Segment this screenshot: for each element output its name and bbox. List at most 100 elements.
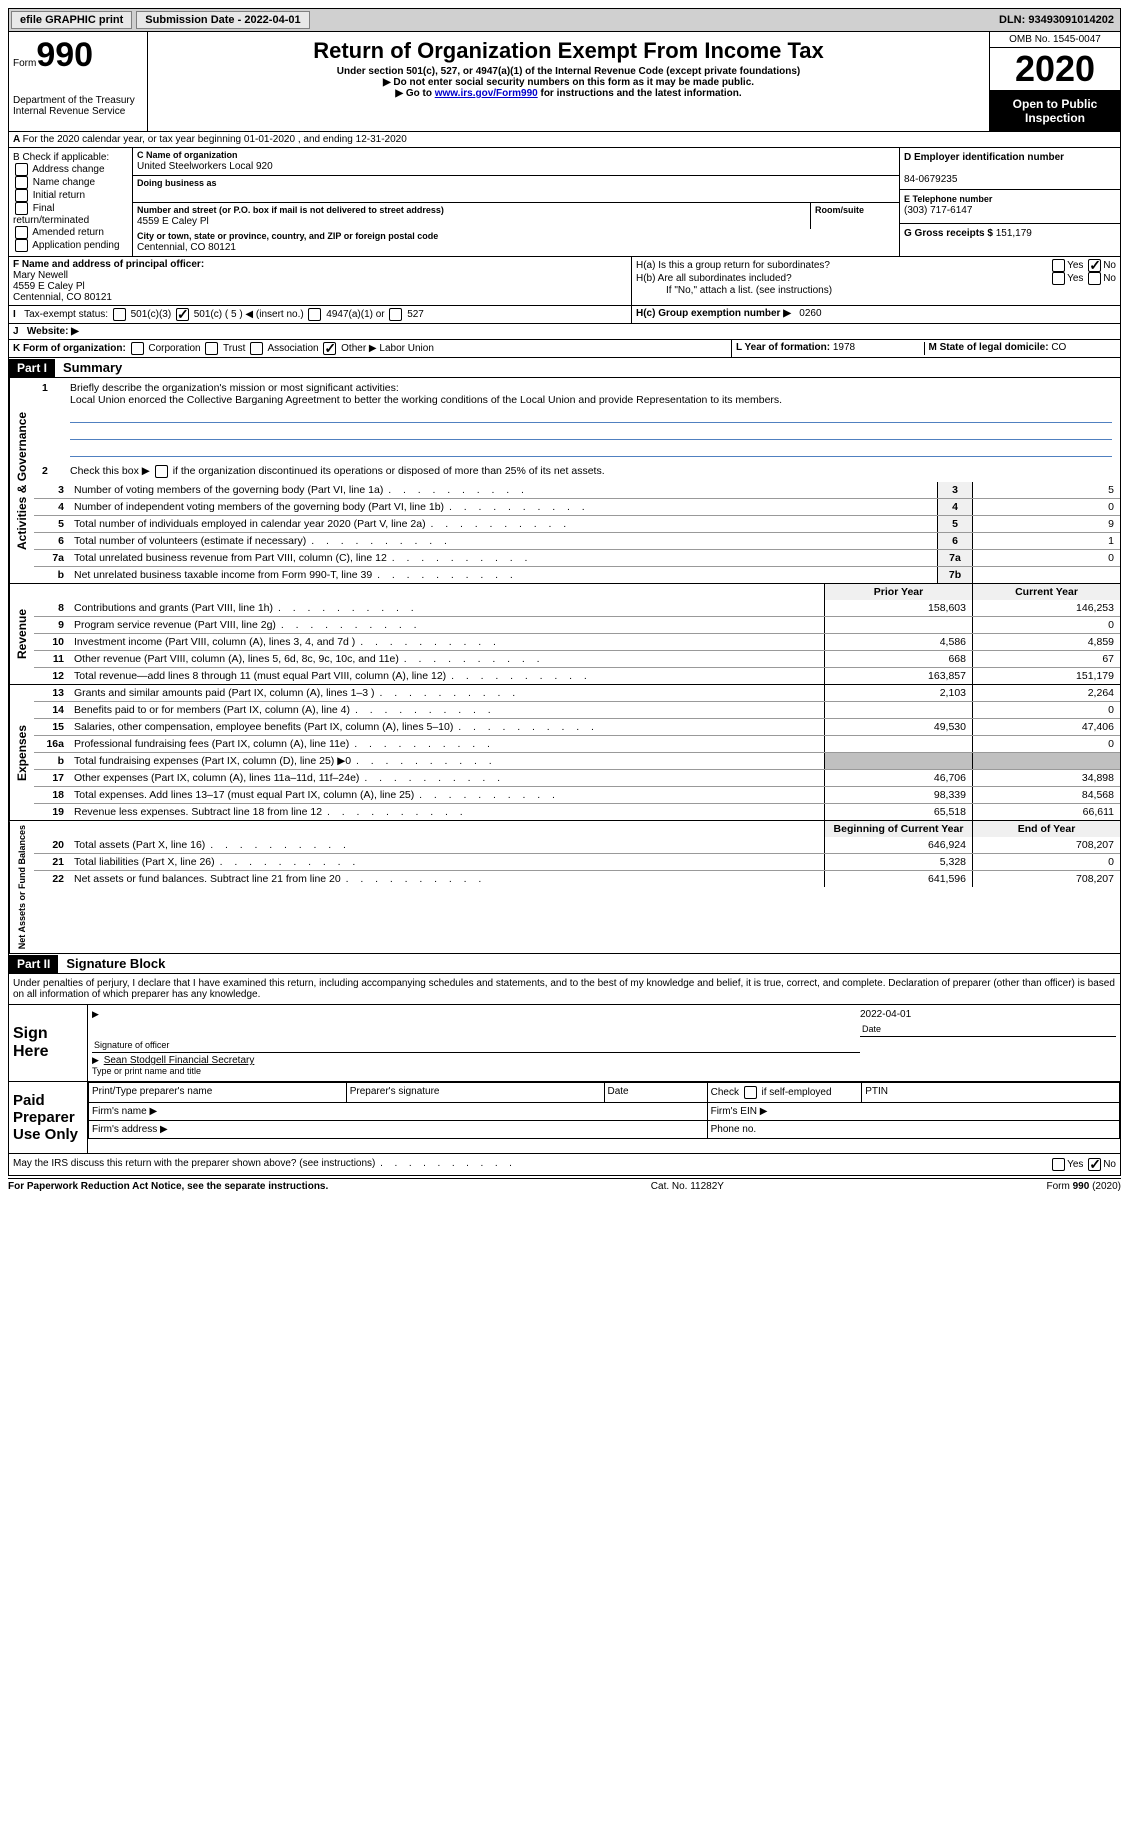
checkbox-hb-no[interactable] — [1088, 272, 1101, 285]
summary-line: 3 Number of voting members of the govern… — [34, 482, 1120, 498]
checkbox-501c3[interactable] — [113, 308, 126, 321]
website-label: Website: ▶ — [27, 326, 79, 337]
line-num: 20 — [34, 837, 70, 853]
current-year-value — [972, 753, 1120, 769]
tel-label: E Telephone number — [904, 194, 992, 204]
prior-year-value: 163,857 — [824, 668, 972, 684]
revenue-label: Revenue — [9, 584, 34, 684]
checkbox-other[interactable] — [323, 342, 336, 355]
form-footer: Form 990 (2020) — [1047, 1181, 1121, 1192]
line-num: 15 — [34, 719, 70, 735]
line-desc: Total expenses. Add lines 13–17 (must eq… — [70, 787, 824, 803]
summary-line: 20 Total assets (Part X, line 16) 646,92… — [34, 837, 1120, 853]
line-desc: Total liabilities (Part X, line 26) — [70, 854, 824, 870]
checkbox-501c[interactable] — [176, 308, 189, 321]
entity-info: B Check if applicable: Address change Na… — [8, 148, 1121, 257]
checkbox-address-change[interactable] — [15, 163, 28, 176]
dept-irs: Internal Revenue Service — [13, 106, 143, 117]
line1-label: Briefly describe the organization's miss… — [70, 382, 399, 394]
prior-year-value — [824, 702, 972, 718]
checkbox-pending[interactable] — [15, 239, 28, 252]
row-k: K Form of organization: Corporation Trus… — [8, 340, 1121, 358]
firm-ein-label: Firm's EIN ▶ — [707, 1103, 1119, 1121]
public-inspection: Open to Public Inspection — [990, 91, 1120, 131]
line-2: 2 Check this box ▶ if the organization d… — [34, 461, 1120, 482]
line-desc: Total unrelated business revenue from Pa… — [70, 550, 937, 566]
form990-link[interactable]: www.irs.gov/Form990 — [435, 88, 538, 99]
checkbox-527[interactable] — [389, 308, 402, 321]
subtitle-2: ▶ Do not enter social security numbers o… — [152, 77, 985, 88]
line-num: 19 — [34, 804, 70, 820]
checkbox-initial[interactable] — [15, 189, 28, 202]
sig-officer-label: Signature of officer — [94, 1040, 169, 1050]
col-b-checkboxes: B Check if applicable: Address change Na… — [9, 148, 133, 256]
line-desc: Total fundraising expenses (Part IX, col… — [70, 753, 824, 769]
summary-line: 7a Total unrelated business revenue from… — [34, 549, 1120, 566]
summary-line: 19 Revenue less expenses. Subtract line … — [34, 803, 1120, 820]
checkbox-amended[interactable] — [15, 226, 28, 239]
opt-trust: Trust — [223, 343, 245, 354]
line-desc: Salaries, other compensation, employee b… — [70, 719, 824, 735]
checkbox-discontinued[interactable] — [155, 465, 168, 478]
checkbox-name-change[interactable] — [15, 176, 28, 189]
summary-line: 16a Professional fundraising fees (Part … — [34, 735, 1120, 752]
line-desc: Number of voting members of the governin… — [70, 482, 937, 498]
goto-pre: ▶ Go to — [395, 88, 434, 99]
prior-year-value: 4,586 — [824, 634, 972, 650]
checkbox-assoc[interactable] — [250, 342, 263, 355]
summary-line: b Net unrelated business taxable income … — [34, 566, 1120, 583]
state-domicile: CO — [1051, 342, 1066, 353]
prep-name-label: Print/Type preparer's name — [89, 1083, 347, 1103]
checkbox-trust[interactable] — [205, 342, 218, 355]
opt-501c3: 501(c)(3) — [131, 309, 172, 320]
checkbox-4947[interactable] — [308, 308, 321, 321]
paperwork-notice: For Paperwork Reduction Act Notice, see … — [8, 1181, 328, 1192]
summary-line: 18 Total expenses. Add lines 13–17 (must… — [34, 786, 1120, 803]
city-label: City or town, state or province, country… — [137, 231, 438, 241]
checkbox-ha-yes[interactable] — [1052, 259, 1065, 272]
line-num: 4 — [34, 499, 70, 515]
prior-year-header: Prior Year — [824, 584, 972, 600]
form-label: Form — [13, 58, 36, 69]
dba-label: Doing business as — [137, 178, 217, 188]
checkbox-ha-no[interactable] — [1088, 259, 1101, 272]
signature-block: Under penalties of perjury, I declare th… — [8, 974, 1121, 1154]
checkbox-hb-yes[interactable] — [1052, 272, 1065, 285]
submission-date-box: Submission Date - 2022-04-01 — [136, 11, 309, 29]
prior-year-value: 5,328 — [824, 854, 972, 870]
sig-date-label: Date — [862, 1024, 881, 1034]
officer-label: F Name and address of principal officer: — [13, 259, 204, 270]
line-value: 0 — [972, 499, 1120, 515]
current-year-value: 0 — [972, 617, 1120, 633]
opt-other: Other ▶ — [341, 343, 376, 354]
current-year-value: 0 — [972, 702, 1120, 718]
line-num: 9 — [34, 617, 70, 633]
omb-number: OMB No. 1545-0047 — [990, 32, 1120, 48]
summary-line: 6 Total number of volunteers (estimate i… — [34, 532, 1120, 549]
checkbox-discuss-yes[interactable] — [1052, 1158, 1065, 1171]
opt-pending: Application pending — [32, 240, 119, 251]
efile-print-button[interactable]: efile GRAPHIC print — [11, 11, 132, 29]
line-num: 21 — [34, 854, 70, 870]
checkbox-final[interactable] — [15, 202, 28, 215]
prior-year-value — [824, 753, 972, 769]
line-num: 13 — [34, 685, 70, 701]
line-desc: Program service revenue (Part VIII, line… — [70, 617, 824, 633]
header-middle: Return of Organization Exempt From Incom… — [148, 32, 989, 131]
line-box: 5 — [937, 516, 972, 532]
part-1: Part I Summary — [8, 358, 1121, 378]
checkbox-corp[interactable] — [131, 342, 144, 355]
part2-header: Part II — [9, 955, 58, 973]
line-num: 11 — [34, 651, 70, 667]
col-b-title: B Check if applicable: — [13, 152, 128, 163]
dln-value: 93493091014202 — [1028, 14, 1114, 26]
checkbox-self-employed[interactable] — [744, 1086, 757, 1099]
hb-no: No — [1103, 273, 1116, 284]
checkbox-discuss-no[interactable] — [1088, 1158, 1101, 1171]
current-year-value: 708,207 — [972, 871, 1120, 887]
summary-line: 12 Total revenue—add lines 8 through 11 … — [34, 667, 1120, 684]
opt-initial: Initial return — [33, 190, 85, 201]
firm-name-label: Firm's name ▶ — [89, 1103, 708, 1121]
hc-value: 0260 — [799, 308, 821, 319]
officer-addr1: 4559 E Caley Pl — [13, 281, 85, 292]
